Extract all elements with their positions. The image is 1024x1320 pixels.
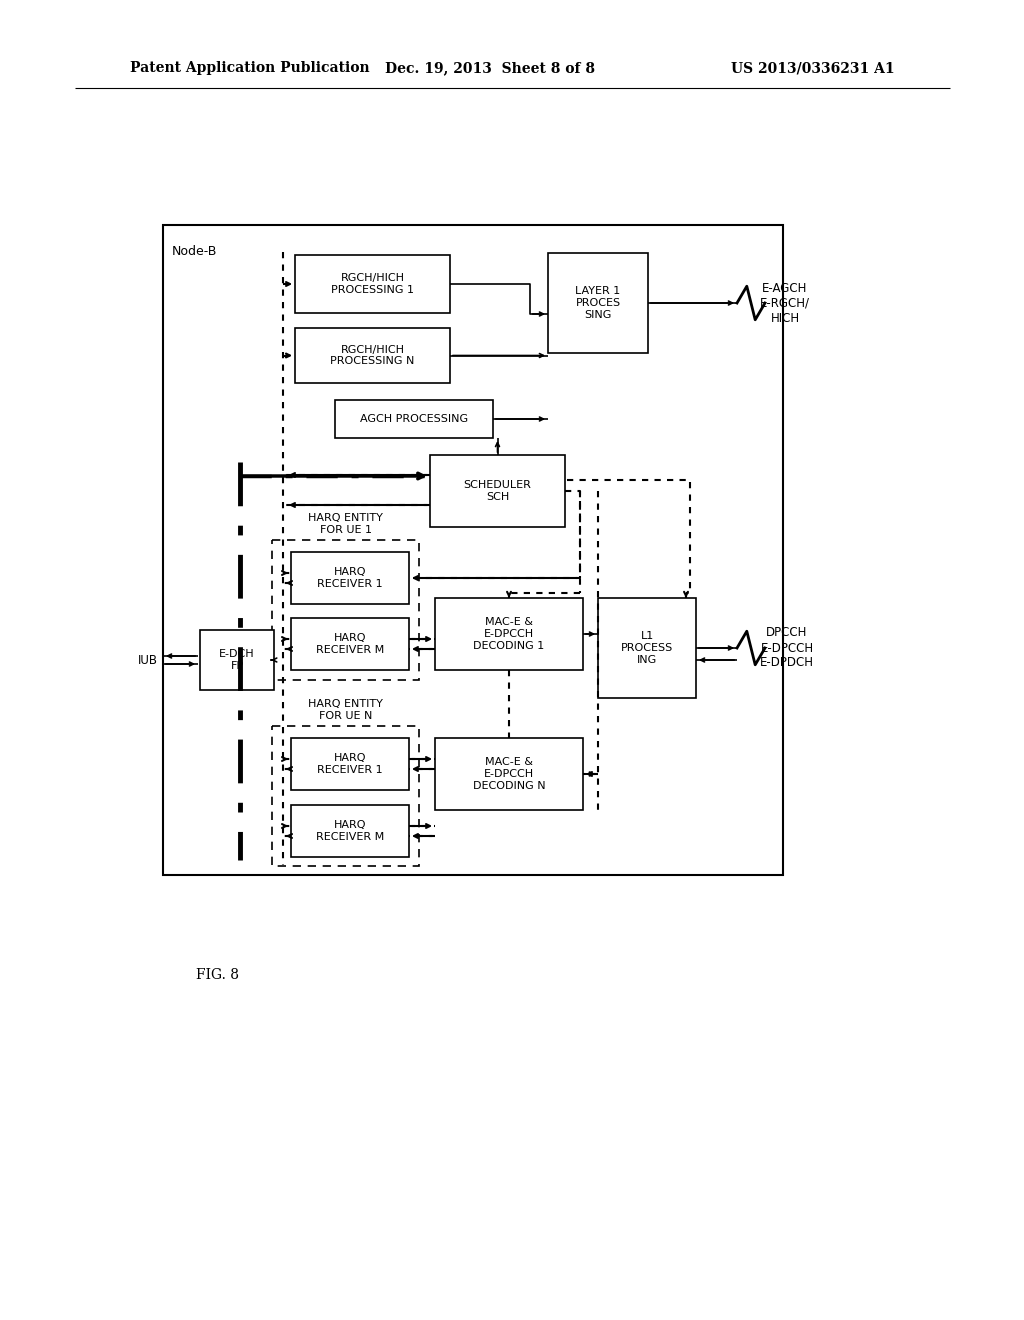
Text: Patent Application Publication: Patent Application Publication — [130, 61, 370, 75]
Bar — [291, 805, 409, 857]
Text: MAC-E &
E-DPCCH
DECODING N: MAC-E & E-DPCCH DECODING N — [473, 758, 546, 791]
Bar — [291, 618, 409, 671]
Text: HARQ
RECEIVER M: HARQ RECEIVER M — [315, 820, 384, 842]
Bar — [200, 630, 274, 690]
Text: L1
PROCESS
ING: L1 PROCESS ING — [621, 631, 673, 664]
Bar — [163, 224, 783, 875]
Bar — [291, 738, 409, 789]
Text: MAC-E &
E-DPCCH
DECODING 1: MAC-E & E-DPCCH DECODING 1 — [473, 618, 545, 651]
Text: HARQ
RECEIVER M: HARQ RECEIVER M — [315, 634, 384, 655]
Bar — [548, 253, 648, 352]
Text: Dec. 19, 2013  Sheet 8 of 8: Dec. 19, 2013 Sheet 8 of 8 — [385, 61, 595, 75]
Text: IUB: IUB — [138, 653, 158, 667]
Text: DPCCH
E-DPCCH
E-DPDCH: DPCCH E-DPCCH E-DPDCH — [760, 627, 814, 669]
Text: SCHEDULER
SCH: SCHEDULER SCH — [464, 480, 531, 502]
Text: LAYER 1
PROCES
SING: LAYER 1 PROCES SING — [575, 286, 621, 319]
Text: RGCH/HICH
PROCESSING N: RGCH/HICH PROCESSING N — [331, 345, 415, 366]
Bar — [430, 455, 565, 527]
Bar — [272, 726, 419, 866]
Text: HARQ
RECEIVER 1: HARQ RECEIVER 1 — [317, 754, 383, 775]
Text: E-DCH
FP: E-DCH FP — [219, 649, 255, 671]
Bar — [272, 540, 419, 680]
Text: Node-B: Node-B — [172, 246, 217, 257]
Text: FIG. 8: FIG. 8 — [196, 968, 239, 982]
Bar — [295, 255, 450, 313]
Text: AGCH PROCESSING: AGCH PROCESSING — [360, 414, 468, 424]
Text: RGCH/HICH
PROCESSING 1: RGCH/HICH PROCESSING 1 — [331, 273, 414, 294]
Text: HARQ ENTITY
FOR UE N: HARQ ENTITY FOR UE N — [308, 700, 383, 721]
Text: E-AGCH
E-RGCH/
HICH: E-AGCH E-RGCH/ HICH — [760, 281, 810, 325]
Bar — [435, 598, 583, 671]
Bar — [335, 400, 493, 438]
Bar — [598, 598, 696, 698]
Text: HARQ
RECEIVER 1: HARQ RECEIVER 1 — [317, 568, 383, 589]
Text: US 2013/0336231 A1: US 2013/0336231 A1 — [731, 61, 895, 75]
Bar — [435, 738, 583, 810]
Bar — [295, 327, 450, 383]
Bar — [291, 552, 409, 605]
Text: HARQ ENTITY
FOR UE 1: HARQ ENTITY FOR UE 1 — [308, 513, 383, 535]
